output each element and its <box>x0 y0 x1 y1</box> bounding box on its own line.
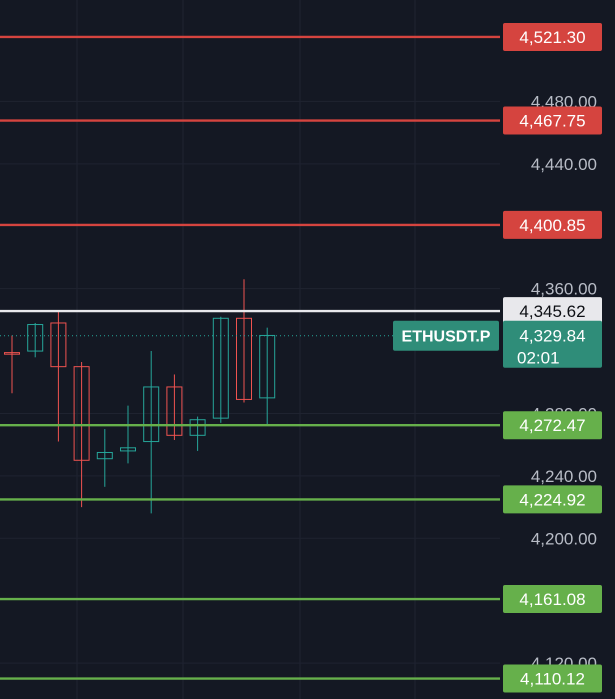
candle <box>189 416 206 451</box>
candle <box>259 327 276 426</box>
candle-body <box>120 447 136 452</box>
level-tag-label: 4,345.62 <box>519 302 585 321</box>
price-axis[interactable]: 4,480.004,440.004,360.004,280.004,240.00… <box>503 22 602 693</box>
level-tag-support[interactable]: 4,272.47 <box>503 411 602 440</box>
level-tag-background <box>503 297 602 326</box>
y-tick-label: 4,360.00 <box>531 280 597 299</box>
grid <box>0 0 500 699</box>
level-tag-resistance[interactable]: 4,467.75 <box>503 106 602 135</box>
level-tag-support[interactable]: 4,110.12 <box>503 664 602 693</box>
level-tag-label: 4,161.08 <box>519 590 585 609</box>
candle-body <box>96 451 113 460</box>
candles <box>4 279 276 514</box>
level-tag-resistance[interactable]: 4,521.30 <box>503 22 602 51</box>
candle-body <box>259 334 276 399</box>
level-tag-label: 4,110.12 <box>520 670 585 689</box>
symbol-label-text: ETHUSDT.P <box>402 329 491 346</box>
last-price-marker: ETHUSDT.P 4,329.84 02:01 <box>0 320 602 368</box>
level-tag-label: 4,272.47 <box>519 416 585 435</box>
candle-body <box>236 317 252 400</box>
candle <box>27 322 44 358</box>
y-tick-label: 4,240.00 <box>531 467 597 486</box>
level-tag-support[interactable]: 4,224.92 <box>503 485 602 514</box>
candle-body <box>166 386 183 436</box>
candle <box>120 405 136 464</box>
candle-body <box>73 366 90 461</box>
level-tag-resistance[interactable]: 4,400.85 <box>503 210 602 239</box>
candle-body <box>4 352 20 355</box>
candle <box>96 429 113 487</box>
level-tag-label: 4,521.30 <box>519 28 585 47</box>
bar-countdown: 02:01 <box>517 349 560 368</box>
level-tag-background <box>503 664 602 693</box>
candle <box>4 335 20 394</box>
level-tag-background <box>503 485 602 514</box>
candle <box>50 310 67 442</box>
last-price-value: 4,329.84 <box>519 327 585 346</box>
candle-body <box>212 317 229 419</box>
level-tag-background <box>503 411 602 440</box>
last-price-tag-background <box>503 320 602 368</box>
candle-body <box>143 386 160 443</box>
candle <box>143 351 160 514</box>
candle <box>166 374 183 440</box>
candle <box>236 279 252 403</box>
symbol-label[interactable]: ETHUSDT.P <box>393 320 499 351</box>
level-tag-label: 4,400.85 <box>519 216 585 235</box>
level-tag-background <box>503 22 602 51</box>
candle-body <box>27 324 44 352</box>
level-tag-label: 4,224.92 <box>519 490 585 509</box>
candle <box>212 316 229 423</box>
level-tag-pivot[interactable]: 4,345.62 <box>503 297 602 326</box>
level-tag-support[interactable]: 4,161.08 <box>503 585 602 614</box>
candle-body <box>189 419 206 436</box>
price-levels <box>0 35 500 680</box>
level-tag-background <box>503 106 602 135</box>
level-tag-background <box>503 585 602 614</box>
last-price-tag[interactable]: 4,329.84 02:01 <box>503 320 602 368</box>
candle-body <box>50 322 67 368</box>
level-tag-label: 4,467.75 <box>519 112 585 131</box>
symbol-label-background <box>393 320 499 351</box>
candle <box>73 361 90 508</box>
y-tick-label: 4,440.00 <box>531 155 597 174</box>
y-tick-label: 4,200.00 <box>531 529 597 548</box>
level-tag-background <box>503 210 602 239</box>
